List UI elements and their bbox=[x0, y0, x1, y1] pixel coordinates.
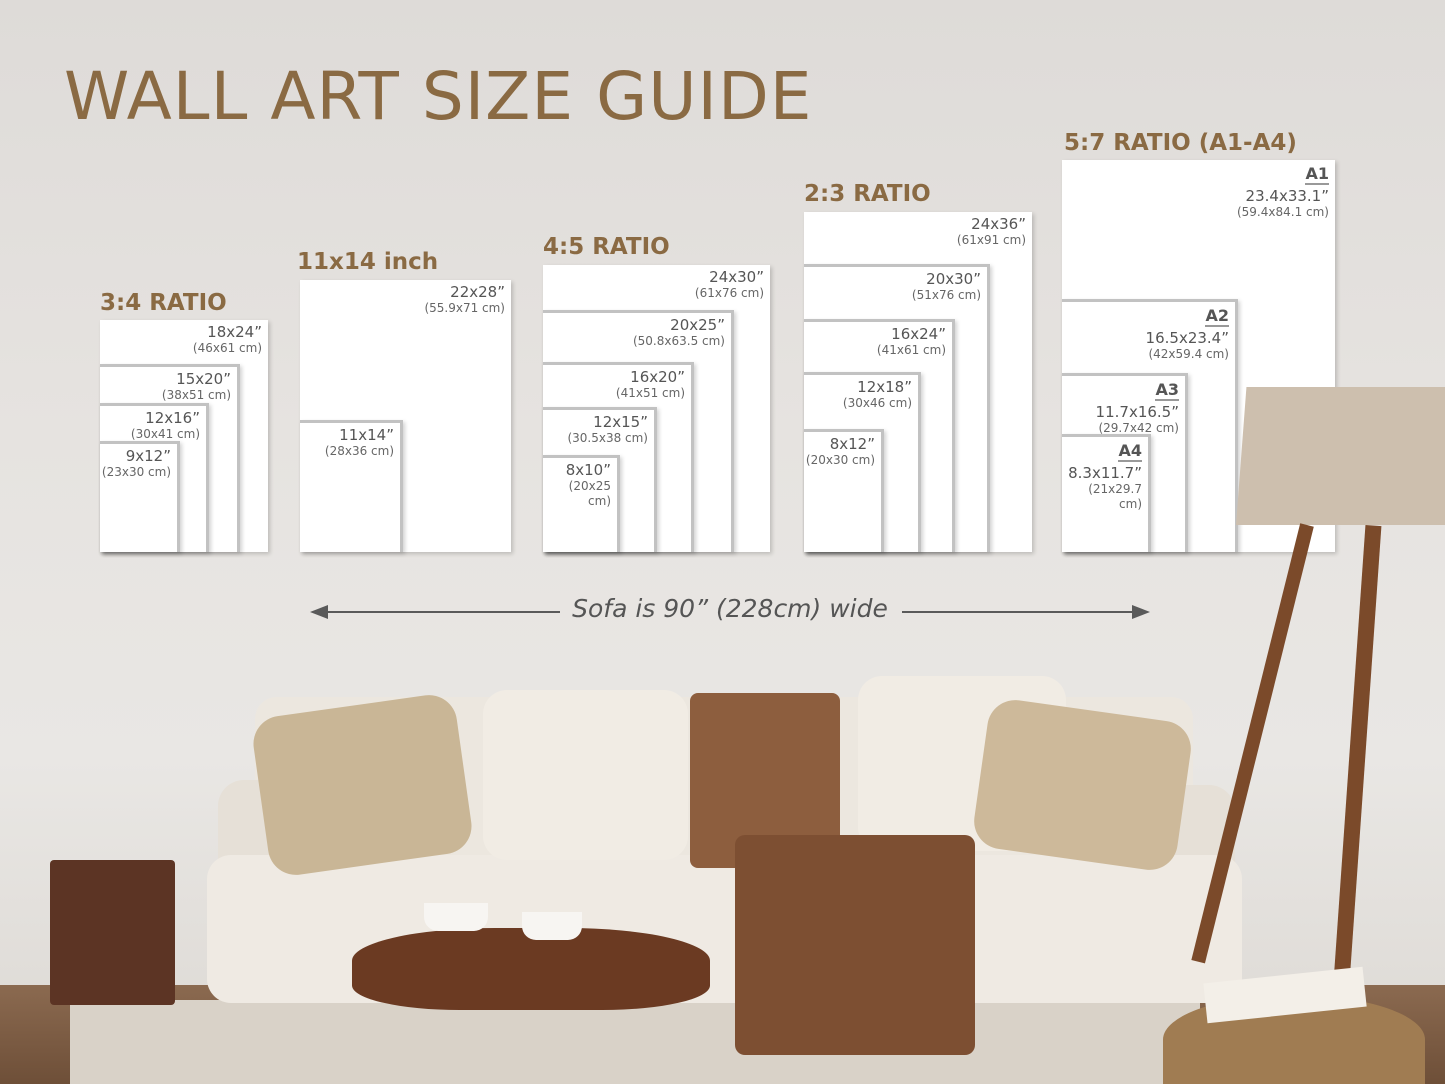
size-inches: 11.7x16.5” bbox=[1095, 403, 1179, 421]
size-inches: 15x20” bbox=[176, 370, 231, 388]
size-label: 8x12” (20x30 cm) bbox=[806, 436, 875, 468]
group-title: 2:3 RATIO bbox=[804, 181, 931, 207]
lamp-leg bbox=[1191, 523, 1314, 964]
frame-size: A4 8.3x11.7” (21x29.7 cm) bbox=[1062, 434, 1151, 552]
size-cm: (20x30 cm) bbox=[805, 453, 875, 467]
size-cm: (30x46 cm) bbox=[842, 396, 912, 410]
size-label: 9x12” (23x30 cm) bbox=[102, 448, 171, 480]
size-cm: (41x61 cm) bbox=[876, 343, 946, 357]
coffee-table bbox=[352, 928, 710, 1010]
size-inches: 23.4x33.1” bbox=[1245, 187, 1329, 205]
size-inches: 12x15” bbox=[593, 413, 648, 431]
size-inches: 16x24” bbox=[891, 325, 946, 343]
size-inches: 20x25” bbox=[670, 316, 725, 334]
size-cm: (29.7x42 cm) bbox=[1098, 421, 1179, 435]
coffee-cup bbox=[522, 912, 582, 940]
size-label: 12x15” (30.5x38 cm) bbox=[567, 414, 648, 446]
rug bbox=[70, 1000, 1200, 1084]
pillow bbox=[483, 690, 688, 860]
magazine-rack bbox=[50, 860, 175, 1005]
size-cm: (51x76 cm) bbox=[911, 288, 981, 302]
size-cm: (30x41 cm) bbox=[130, 427, 200, 441]
arrow-right-line bbox=[902, 611, 1134, 613]
size-label: A3 11.7x16.5” (29.7x42 cm) bbox=[1096, 380, 1179, 436]
paper-size: A4 bbox=[1118, 441, 1142, 462]
size-cm: (38x51 cm) bbox=[161, 388, 231, 402]
size-inches: 8.3x11.7” bbox=[1068, 464, 1142, 482]
lamp-shade bbox=[1236, 387, 1445, 525]
size-label: 22x28” (55.9x71 cm) bbox=[424, 284, 505, 316]
size-label: A4 8.3x11.7” (21x29.7 cm) bbox=[1062, 441, 1142, 512]
arrow-right-icon bbox=[1132, 605, 1150, 619]
group-title: 3:4 RATIO bbox=[100, 290, 227, 316]
size-label: 24x30” (61x76 cm) bbox=[695, 269, 764, 301]
size-label: 20x25” (50.8x63.5 cm) bbox=[633, 317, 725, 349]
paper-size: A2 bbox=[1205, 306, 1229, 327]
size-cm: (21x29.7 cm) bbox=[1088, 482, 1142, 511]
size-cm: (20x25 cm) bbox=[568, 479, 611, 508]
size-inches: 11x14” bbox=[339, 426, 394, 444]
size-cm: (23x30 cm) bbox=[101, 465, 171, 479]
size-cm: (41x51 cm) bbox=[615, 386, 685, 400]
arrow-left-line bbox=[325, 611, 560, 613]
paper-size: A1 bbox=[1305, 164, 1329, 185]
size-label: 11x14” (28x36 cm) bbox=[325, 427, 394, 459]
size-cm: (30.5x38 cm) bbox=[567, 431, 648, 445]
size-label: A2 16.5x23.4” (42x59.4 cm) bbox=[1146, 306, 1229, 362]
size-label: 24x36” (61x91 cm) bbox=[957, 216, 1026, 248]
size-inches: 12x16” bbox=[145, 409, 200, 427]
size-inches: 12x18” bbox=[857, 378, 912, 396]
size-inches: 24x30” bbox=[709, 268, 764, 286]
size-label: 8x10” (20x25 cm) bbox=[543, 462, 611, 509]
size-cm: (59.4x84.1 cm) bbox=[1236, 205, 1329, 219]
size-inches: 9x12” bbox=[125, 447, 171, 465]
group-title: 11x14 inch bbox=[297, 249, 439, 275]
page-title: WALL ART SIZE GUIDE bbox=[64, 58, 813, 135]
size-label: 16x20” (41x51 cm) bbox=[616, 369, 685, 401]
size-inches: 22x28” bbox=[450, 283, 505, 301]
size-inches: 18x24” bbox=[207, 323, 262, 341]
size-label: 16x24” (41x61 cm) bbox=[877, 326, 946, 358]
coffee-cup bbox=[424, 903, 488, 931]
size-inches: 24x36” bbox=[971, 215, 1026, 233]
frame-size: 8x10” (20x25 cm) bbox=[543, 455, 620, 552]
throw-blanket bbox=[735, 835, 975, 1055]
size-cm: (61x91 cm) bbox=[956, 233, 1026, 247]
frame-size: 8x12” (20x30 cm) bbox=[804, 429, 884, 552]
pillow bbox=[249, 691, 476, 879]
group-title: 5:7 RATIO (A1-A4) bbox=[1064, 130, 1297, 156]
size-cm: (61x76 cm) bbox=[694, 286, 764, 300]
size-inches: 16.5x23.4” bbox=[1145, 329, 1229, 347]
arrow-left-icon bbox=[310, 605, 328, 619]
size-cm: (50.8x63.5 cm) bbox=[632, 334, 725, 348]
paper-size: A3 bbox=[1155, 380, 1179, 401]
size-label: 15x20” (38x51 cm) bbox=[162, 371, 231, 403]
lamp-leg bbox=[1330, 525, 1382, 1025]
size-cm: (55.9x71 cm) bbox=[424, 301, 505, 315]
sofa-width-note: Sofa is 90” (228cm) wide bbox=[572, 594, 888, 623]
size-inches: 20x30” bbox=[926, 270, 981, 288]
size-cm: (42x59.4 cm) bbox=[1148, 347, 1229, 361]
size-inches: 8x10” bbox=[565, 461, 611, 479]
size-cm: (46x61 cm) bbox=[192, 341, 262, 355]
group-title: 4:5 RATIO bbox=[543, 234, 670, 260]
size-label: 20x30” (51x76 cm) bbox=[912, 271, 981, 303]
size-label: 12x18” (30x46 cm) bbox=[843, 379, 912, 411]
frame-size: 11x14” (28x36 cm) bbox=[300, 420, 403, 552]
size-inches: 16x20” bbox=[630, 368, 685, 386]
frame-size: 22x28” (55.9x71 cm) bbox=[300, 280, 511, 552]
frame-size: 9x12” (23x30 cm) bbox=[100, 441, 180, 552]
pillow bbox=[970, 696, 1195, 874]
size-cm: (28x36 cm) bbox=[324, 444, 394, 458]
size-label: A1 23.4x33.1” (59.4x84.1 cm) bbox=[1237, 164, 1329, 220]
size-label: 18x24” (46x61 cm) bbox=[193, 324, 262, 356]
size-label: 12x16” (30x41 cm) bbox=[131, 410, 200, 442]
size-inches: 8x12” bbox=[829, 435, 875, 453]
